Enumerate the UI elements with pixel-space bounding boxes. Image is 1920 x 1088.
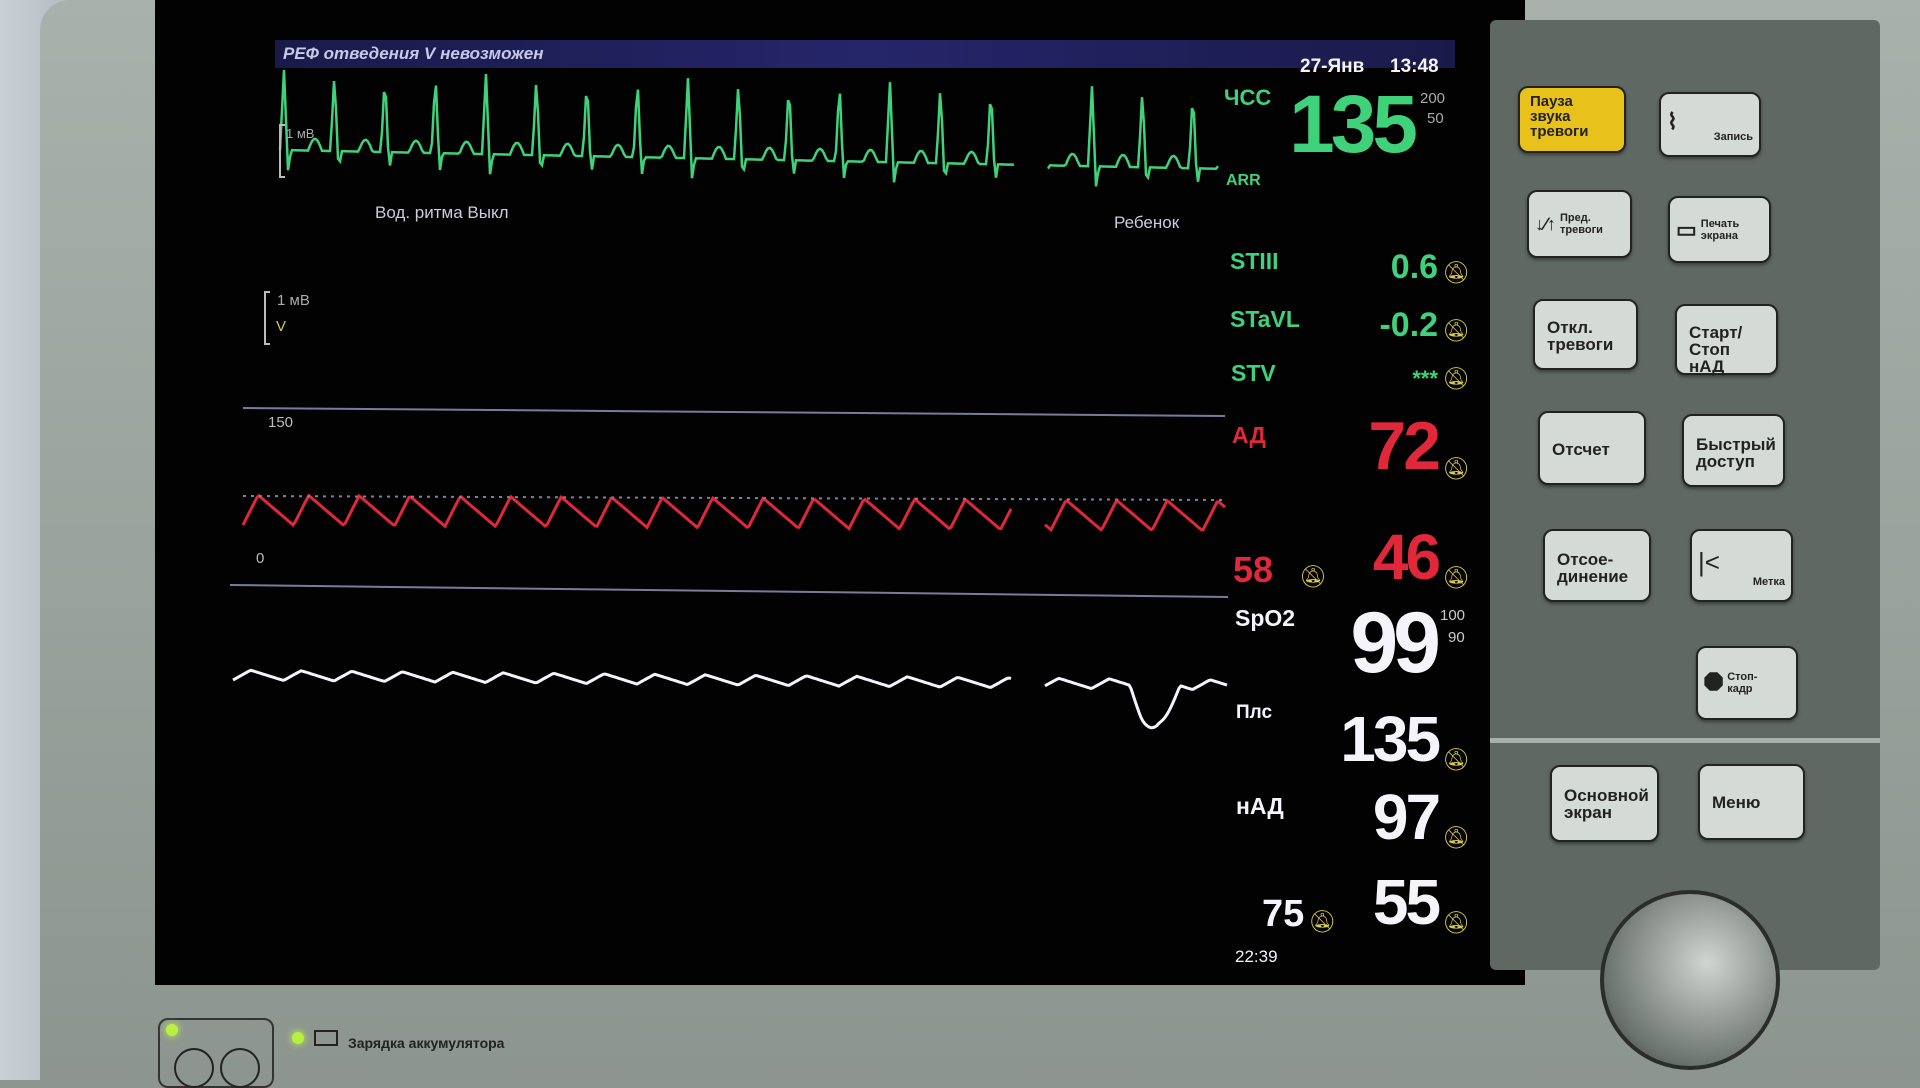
- top-status-bar: [275, 40, 1455, 68]
- st3-value-group: 0.6 🔕︎: [1391, 250, 1470, 284]
- nibp-label[interactable]: нАД: [1236, 793, 1284, 819]
- alarm-off-icon: 🔕︎: [1442, 366, 1470, 391]
- pleth-waveform: [232, 668, 1228, 730]
- print-screen-button[interactable]: ▭ Печать экрана: [1668, 196, 1771, 263]
- pressure-top-gridline: [242, 407, 1226, 417]
- ad-diastolic-group: 46 🔕︎: [1373, 525, 1470, 589]
- nibp-systolic: 97: [1372, 781, 1441, 853]
- lead-v-scale: 1 мВ: [277, 292, 310, 309]
- pressure-mid-gridline: [242, 495, 1226, 501]
- alarm-off-icon: 🔕︎: [1442, 565, 1470, 590]
- alarm-off-icon: 🔕︎: [1442, 747, 1470, 772]
- hr-low-limit: 50: [1427, 110, 1444, 127]
- hr-high-limit: 200: [1420, 90, 1446, 107]
- pressure-waveform: [241, 493, 1226, 533]
- record-button[interactable]: ⌇ Запись: [1659, 92, 1761, 157]
- ad-systolic: 72: [1368, 408, 1441, 484]
- alarm-off-icon: 🔕︎: [1442, 910, 1470, 935]
- lead-v-scale-bracket: [264, 291, 270, 345]
- navigation-knob[interactable]: [1600, 890, 1780, 1070]
- stv-value-group: *** 🔕︎: [1412, 368, 1470, 390]
- alarm-off-icon: 🔕︎: [1308, 909, 1337, 934]
- hr-label[interactable]: ЧСС: [1224, 85, 1272, 110]
- standby-icon: [174, 1048, 214, 1088]
- st3-value: 0.6: [1390, 248, 1439, 286]
- date: 27-Янв: [1300, 56, 1365, 77]
- pulse-value: 135: [1340, 703, 1441, 775]
- pressure-scale-bottom: 0: [256, 550, 265, 567]
- ad-mean: 58: [1233, 549, 1274, 590]
- printer-icon: ▭: [1676, 217, 1697, 242]
- freeze-icon: ⯃: [1704, 669, 1724, 697]
- ad-label[interactable]: АД: [1232, 422, 1266, 448]
- alarm-off-icon: 🔕︎: [1442, 456, 1470, 481]
- pressure-scale-top: 150: [268, 414, 294, 431]
- alarm-off-icon: 🔕︎: [1442, 260, 1470, 285]
- ad-mean-group: 58 🔕︎: [1233, 552, 1327, 588]
- st3-label[interactable]: STIII: [1230, 248, 1279, 274]
- nibp-start-stop-button[interactable]: Старт/Стоп нАД: [1675, 304, 1778, 375]
- mark-button[interactable]: |< Метка: [1690, 529, 1793, 602]
- alert-message: РЕФ отведения V невозможен: [283, 44, 544, 63]
- pressure-zero-gridline: [229, 584, 1229, 598]
- spo2-value: 99: [1350, 595, 1441, 691]
- power-led: [166, 1024, 178, 1036]
- quick-access-button[interactable]: Быстрый доступ: [1682, 414, 1785, 487]
- menu-button[interactable]: Меню: [1698, 764, 1805, 840]
- lead-ii-scale-bracket: [279, 124, 285, 178]
- panel-divider: [1490, 738, 1880, 743]
- nibp-mean: 75: [1262, 893, 1305, 935]
- alarm-off-icon: 🔕︎: [1299, 564, 1327, 589]
- disconnect-button[interactable]: Отсое-динение: [1543, 529, 1651, 602]
- power-button-group[interactable]: [158, 1018, 274, 1088]
- nibp-mean-group: 75 🔕︎: [1262, 895, 1336, 933]
- stavl-value-group: -0.2 🔕︎: [1379, 308, 1470, 342]
- patient-type[interactable]: Ребенок: [1114, 213, 1180, 232]
- pulse-value-group: 135 🔕︎: [1340, 707, 1470, 771]
- record-icon: ⌇: [1667, 109, 1678, 134]
- ad-systolic-group: 72 🔕︎: [1368, 412, 1470, 480]
- monitor-screen: [155, 0, 1525, 985]
- spo2-high-limit: 100: [1440, 607, 1466, 624]
- alarm-limits-icon: ↓∕↑: [1535, 213, 1557, 234]
- battery-icon: [314, 1030, 338, 1046]
- arr-label: ARR: [1226, 172, 1261, 189]
- stavl-value: -0.2: [1379, 306, 1439, 344]
- nibp-systolic-group: 97 🔕︎: [1373, 785, 1470, 849]
- stavl-label[interactable]: STaVL: [1230, 306, 1300, 332]
- nibp-time: 22:39: [1235, 947, 1278, 966]
- clock: 13:48: [1390, 56, 1439, 77]
- power-icon: [220, 1048, 260, 1088]
- freeze-button[interactable]: ⯃ Стоп-кадр: [1696, 646, 1798, 720]
- stv-value: ***: [1412, 366, 1439, 391]
- alarms-off-button[interactable]: Откл. тревоги: [1533, 299, 1638, 370]
- lead-v-label[interactable]: V: [276, 318, 287, 335]
- ad-diastolic: 46: [1372, 521, 1441, 593]
- nibp-diastolic-group: 55 🔕︎: [1373, 870, 1470, 934]
- battery-charging-label: Зарядка аккумулятора: [348, 1035, 505, 1051]
- battery-led: [292, 1032, 304, 1044]
- alarm-limits-button[interactable]: ↓∕↑ Пред. тревоги: [1527, 190, 1632, 258]
- nibp-diastolic: 55: [1372, 866, 1441, 938]
- alarm-off-icon: 🔕︎: [1442, 318, 1470, 343]
- spo2-low-limit: 90: [1448, 629, 1465, 646]
- spo2-label[interactable]: SpO2: [1235, 605, 1296, 631]
- main-screen-button[interactable]: Основной экран: [1550, 765, 1659, 842]
- pacer-status[interactable]: Вод. ритма Выкл: [375, 203, 509, 222]
- alarm-off-icon: 🔕︎: [1442, 825, 1470, 850]
- pulse-label[interactable]: Плс: [1236, 702, 1273, 723]
- button-panel: [1490, 20, 1880, 970]
- ecg-scale: 1 мВ: [286, 126, 315, 141]
- hr-value: 135: [1289, 79, 1418, 170]
- ecg-waveform: [278, 70, 1219, 187]
- stv-label[interactable]: STV: [1231, 360, 1276, 386]
- alarm-pause-button[interactable]: Пауза звука тревоги: [1518, 86, 1626, 153]
- count-button[interactable]: Отсчет: [1538, 411, 1646, 485]
- mark-icon: |<: [1698, 547, 1720, 577]
